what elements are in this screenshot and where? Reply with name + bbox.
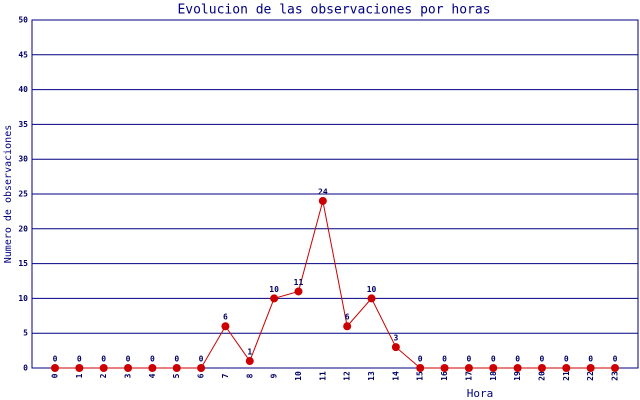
data-label: 6 <box>345 313 350 322</box>
x-tick-label: 23 <box>611 371 620 381</box>
data-label: 1 <box>247 348 252 357</box>
data-point <box>537 364 546 372</box>
x-tick-label: 14 <box>391 371 400 381</box>
data-point <box>464 364 473 372</box>
data-label: 10 <box>269 285 279 294</box>
data-label: 0 <box>442 355 447 364</box>
data-point <box>611 364 619 372</box>
data-label: 0 <box>101 355 106 364</box>
data-label: 0 <box>540 355 545 364</box>
data-point <box>586 364 595 372</box>
y-tick-label: 0 <box>23 364 28 373</box>
x-tick-label: 16 <box>440 371 449 381</box>
x-tick-label: 4 <box>148 373 157 378</box>
data-point <box>51 364 59 372</box>
data-label: 24 <box>318 187 328 196</box>
x-tick-label: 21 <box>562 371 571 381</box>
y-tick-label: 45 <box>18 50 28 59</box>
x-tick-label: 18 <box>489 371 498 381</box>
data-label: 0 <box>53 355 58 364</box>
data-point <box>221 322 230 331</box>
data-point <box>99 364 108 372</box>
data-label: 0 <box>588 355 593 364</box>
data-point <box>318 196 327 205</box>
y-tick-label: 25 <box>18 190 28 199</box>
x-tick-label: 7 <box>221 373 230 378</box>
x-tick-label: 3 <box>124 373 133 378</box>
y-tick-label: 30 <box>18 155 28 164</box>
data-label: 0 <box>613 355 618 364</box>
x-tick-label: 6 <box>197 373 206 378</box>
x-tick-label: 13 <box>367 371 376 381</box>
data-point <box>270 294 279 303</box>
data-label: 0 <box>515 355 520 364</box>
data-label: 0 <box>564 355 569 364</box>
data-point <box>391 343 400 352</box>
data-label: 3 <box>393 334 398 343</box>
data-label: 0 <box>174 355 179 364</box>
data-label: 0 <box>491 355 496 364</box>
y-tick-label: 35 <box>18 120 28 129</box>
y-tick-label: 40 <box>18 85 28 94</box>
data-label: 0 <box>77 355 82 364</box>
data-label: 0 <box>126 355 131 364</box>
data-point <box>75 364 84 372</box>
y-tick-label: 50 <box>18 16 28 25</box>
data-point <box>245 357 254 366</box>
data-label: 0 <box>418 355 423 364</box>
x-tick-label: 5 <box>172 373 181 378</box>
x-tick-label: 10 <box>294 371 303 381</box>
data-point <box>294 287 303 296</box>
data-point <box>513 364 522 372</box>
data-label: 6 <box>223 313 228 322</box>
x-tick-label: 22 <box>586 371 595 381</box>
data-point <box>148 364 157 372</box>
y-tick-label: 10 <box>18 294 28 303</box>
chart-title: Evolucion de las observaciones por horas <box>177 3 490 18</box>
x-tick-label: 0 <box>51 373 60 378</box>
data-point <box>197 364 206 372</box>
data-point <box>124 364 133 372</box>
data-label: 0 <box>199 355 204 364</box>
data-label: 0 <box>466 355 471 364</box>
data-label: 11 <box>294 278 304 287</box>
x-tick-label: 19 <box>513 371 522 381</box>
x-tick-label: 12 <box>343 371 352 381</box>
data-label: 0 <box>150 355 155 364</box>
y-tick-label: 5 <box>23 329 28 338</box>
data-point <box>440 364 449 372</box>
data-label: 10 <box>367 285 377 294</box>
x-tick-label: 17 <box>464 371 473 381</box>
y-tick-label: 15 <box>18 259 28 268</box>
x-tick-label: 8 <box>245 373 254 378</box>
data-point <box>416 364 425 372</box>
x-tick-label: 15 <box>416 371 425 381</box>
data-point <box>343 322 352 331</box>
x-tick-label: 20 <box>537 371 546 381</box>
y-tick-label: 20 <box>18 224 28 233</box>
data-line <box>55 200 615 369</box>
data-point <box>489 364 498 372</box>
x-tick-label: 1 <box>75 373 84 378</box>
x-axis-label: Hora <box>467 387 494 400</box>
data-point <box>172 364 181 372</box>
data-point <box>367 294 376 303</box>
x-tick-label: 9 <box>270 373 279 378</box>
x-tick-label: 2 <box>99 373 108 378</box>
data-point <box>562 364 571 372</box>
x-tick-label: 11 <box>318 371 327 381</box>
y-axis-label: Numero de observaciones <box>3 125 14 263</box>
